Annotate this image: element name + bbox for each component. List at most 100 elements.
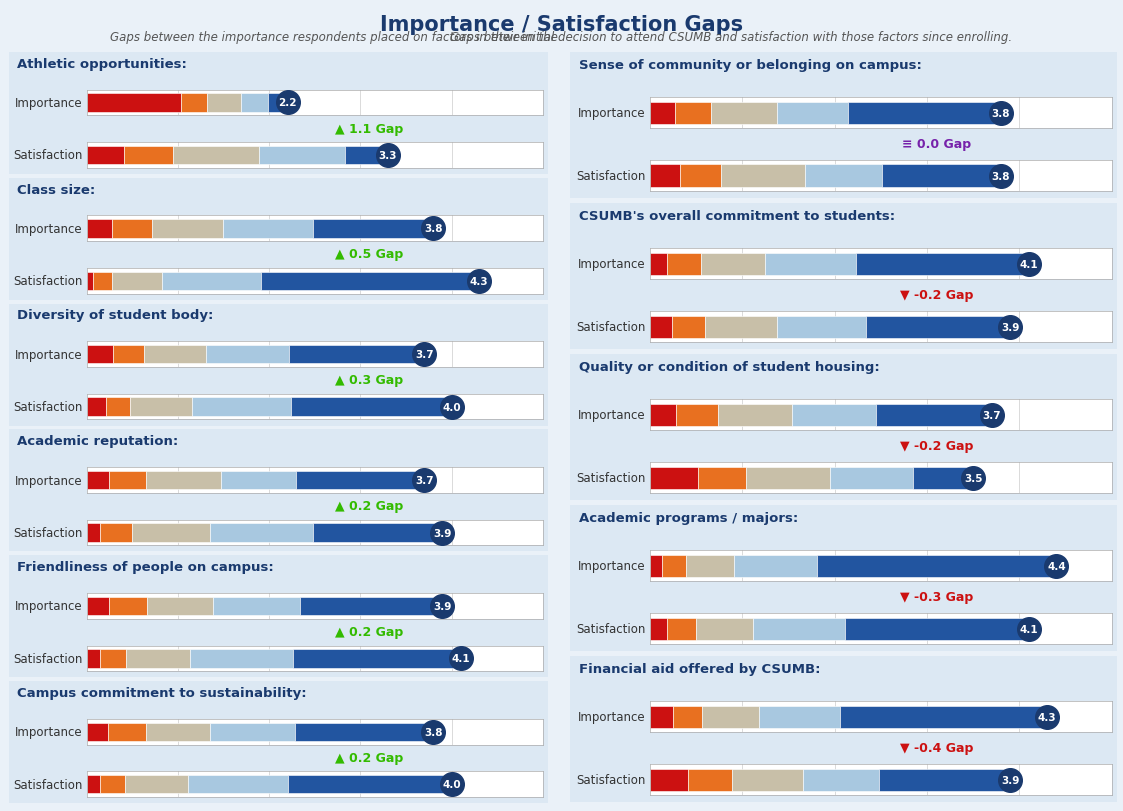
Text: ▼ -0.2 Gap: ▼ -0.2 Gap [900, 440, 973, 453]
Bar [840, 706, 1048, 728]
Bar [696, 618, 754, 640]
Bar [153, 220, 222, 238]
Text: Importance: Importance [15, 725, 83, 738]
Bar [192, 398, 291, 416]
Text: Diversity of student body:: Diversity of student body: [17, 309, 213, 322]
Text: 3.3: 3.3 [378, 151, 398, 161]
Text: ▲ 0.5 Gap: ▲ 0.5 Gap [336, 248, 403, 261]
Bar [146, 471, 221, 490]
Bar [133, 524, 210, 542]
Text: 2.2: 2.2 [279, 98, 296, 109]
Text: 3.9: 3.9 [1001, 322, 1020, 333]
Bar [88, 471, 109, 490]
Bar [650, 404, 676, 427]
Bar [109, 723, 146, 741]
Bar [88, 94, 181, 113]
Text: Campus commitment to sustainability:: Campus commitment to sustainability: [17, 686, 307, 699]
Bar [650, 706, 673, 728]
Bar [88, 524, 100, 542]
Text: Satisfaction: Satisfaction [13, 652, 83, 665]
Bar [746, 467, 830, 489]
Bar [259, 147, 345, 165]
Bar [88, 272, 93, 290]
Text: Satisfaction: Satisfaction [13, 275, 83, 288]
Bar [210, 723, 295, 741]
Text: 4.0: 4.0 [442, 402, 460, 412]
Bar [702, 253, 765, 276]
Bar [848, 102, 1001, 125]
Bar [100, 650, 126, 667]
Text: 3.8: 3.8 [992, 171, 1011, 182]
Text: 3.9: 3.9 [433, 528, 451, 538]
Bar [88, 220, 112, 238]
Text: Gaps between the: Gaps between the [450, 31, 562, 44]
Bar [88, 650, 100, 667]
Text: 4.1: 4.1 [1020, 624, 1038, 634]
Text: Financial aid offered by CSUMB:: Financial aid offered by CSUMB: [578, 662, 820, 675]
Bar [221, 471, 295, 490]
Bar [913, 467, 974, 489]
Bar [844, 618, 1029, 640]
Bar [88, 723, 109, 741]
Text: Sense of community or belonging on campus:: Sense of community or belonging on campu… [578, 58, 922, 71]
Bar [697, 467, 746, 489]
Bar [650, 769, 688, 791]
Text: 4.1: 4.1 [451, 654, 469, 663]
Bar [650, 555, 661, 577]
Text: ▲ 1.1 Gap: ▲ 1.1 Gap [336, 122, 403, 135]
Text: Academic programs / majors:: Academic programs / majors: [578, 511, 798, 524]
Bar [100, 524, 133, 542]
Bar [222, 220, 313, 238]
Text: Importance: Importance [577, 258, 646, 271]
Bar [93, 272, 112, 290]
Bar [676, 404, 719, 427]
Bar [765, 253, 857, 276]
Bar [882, 165, 1001, 187]
Text: 3.8: 3.8 [424, 727, 442, 737]
Bar [759, 706, 840, 728]
Bar [267, 94, 287, 113]
Bar [112, 272, 162, 290]
Text: Class size:: Class size: [17, 183, 95, 196]
Bar [88, 147, 124, 165]
Text: Satisfaction: Satisfaction [576, 320, 646, 333]
Bar [109, 597, 147, 616]
Text: 4.3: 4.3 [469, 277, 489, 286]
Text: Importance / Satisfaction Gaps: Importance / Satisfaction Gaps [380, 15, 743, 35]
Text: 4.1: 4.1 [1020, 260, 1038, 269]
Bar [88, 398, 106, 416]
Bar [293, 650, 460, 667]
Bar [803, 769, 879, 791]
Bar [100, 775, 125, 793]
Text: Academic reputation:: Academic reputation: [17, 435, 179, 448]
Bar [777, 102, 848, 125]
Bar [661, 555, 686, 577]
Bar [705, 316, 777, 338]
Bar [208, 94, 240, 113]
Bar [109, 471, 146, 490]
Bar [295, 471, 424, 490]
Text: Athletic opportunities:: Athletic opportunities: [17, 58, 186, 71]
Text: Importance: Importance [15, 97, 83, 109]
Bar [124, 147, 173, 165]
Bar [262, 272, 478, 290]
Text: 3.7: 3.7 [983, 410, 1001, 420]
Bar [732, 769, 803, 791]
Bar [650, 618, 667, 640]
Bar [188, 775, 289, 793]
Bar [672, 316, 705, 338]
Text: 3.7: 3.7 [414, 475, 433, 486]
Bar [345, 147, 387, 165]
Bar [125, 775, 188, 793]
Text: Satisfaction: Satisfaction [576, 471, 646, 484]
Bar [181, 94, 208, 113]
Bar [300, 597, 442, 616]
Text: Satisfaction: Satisfaction [576, 169, 646, 182]
Bar [173, 147, 259, 165]
Bar [688, 769, 732, 791]
Bar [650, 316, 672, 338]
Bar [162, 272, 262, 290]
Bar [291, 398, 451, 416]
Text: 4.4: 4.4 [1047, 561, 1066, 571]
Bar [650, 467, 697, 489]
